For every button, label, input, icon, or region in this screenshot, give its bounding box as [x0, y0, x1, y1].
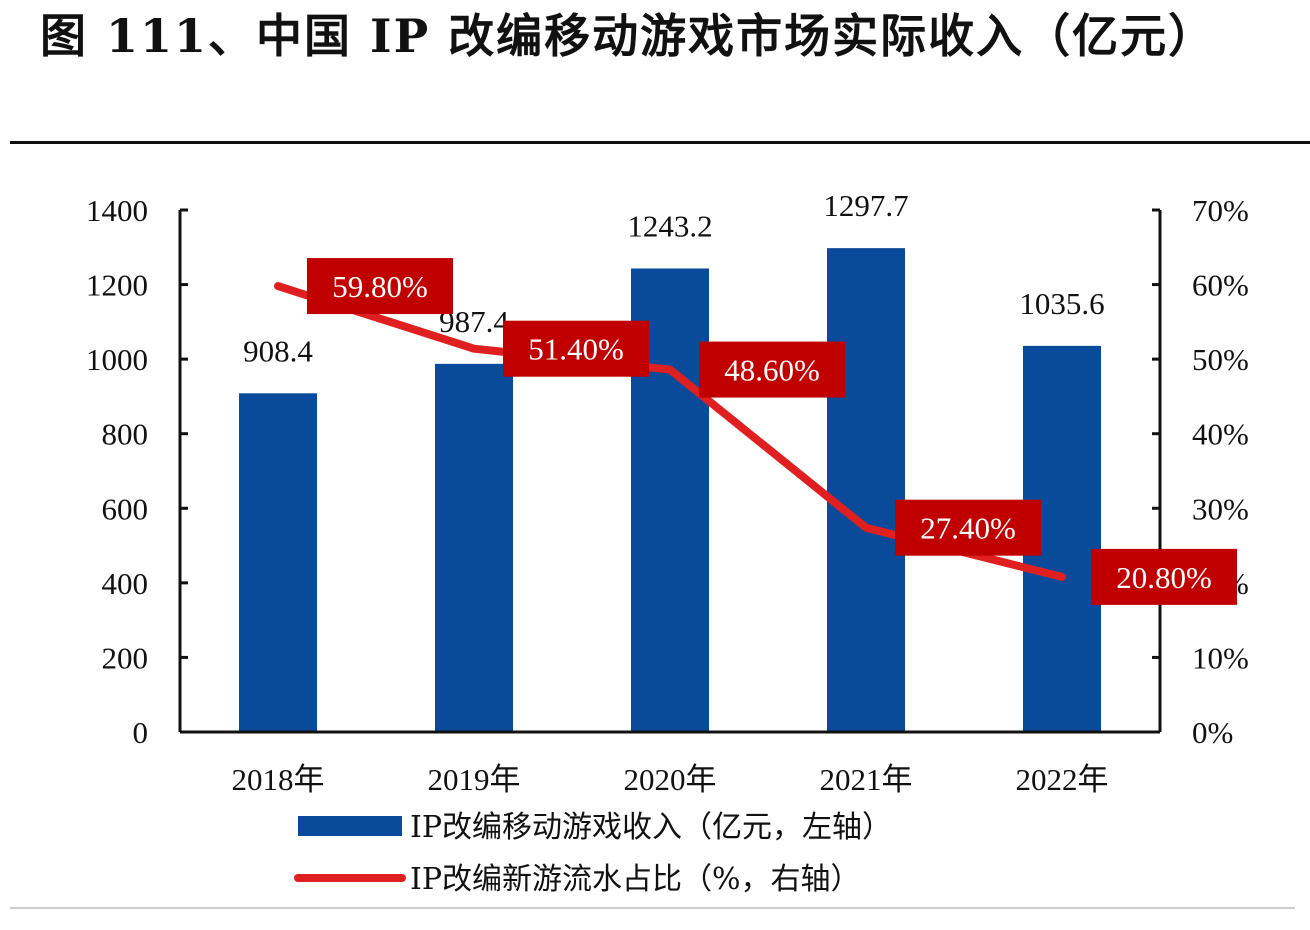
right-tick-label: 30% [1192, 491, 1249, 526]
figure-title: 图 111、中国 IP 改编移动游戏市场实际收入（亿元） [40, 9, 1217, 63]
x-tick-label: 2022年 [1016, 762, 1109, 797]
x-tick-label: 2021年 [820, 762, 913, 797]
percent-label-box [307, 258, 453, 315]
bar-2019年 [435, 363, 513, 732]
right-tick-label: 70% [1192, 193, 1249, 228]
percent-label: 48.60% [724, 353, 820, 388]
percent-label: 27.40% [920, 511, 1016, 546]
left-tick-label: 1200 [86, 268, 148, 303]
left-tick-label: 800 [102, 417, 149, 452]
percent-label-box [895, 499, 1041, 556]
left-tick-label: 1400 [86, 193, 148, 228]
left-tick-label: 1000 [86, 342, 148, 377]
left-tick-label: 0 [133, 715, 149, 750]
left-tick-label: 200 [102, 640, 149, 675]
left-tick-label: 400 [102, 566, 149, 601]
percent-label: 20.80% [1116, 560, 1212, 595]
bar-value-label: 1243.2 [627, 208, 712, 243]
percent-label-box [699, 341, 845, 398]
title-divider [10, 141, 1310, 144]
percent-label-box [1091, 548, 1237, 605]
bar-value-label: 1035.6 [1019, 286, 1104, 321]
right-tick-label: 50% [1192, 342, 1249, 377]
x-tick-label: 2020年 [624, 762, 717, 797]
left-tick-label: 600 [102, 491, 149, 526]
legend-line-label: IP改编新游流水占比（%，右轴） [410, 862, 861, 897]
percent-label: 59.80% [332, 269, 428, 304]
bar-value-label: 908.4 [243, 333, 313, 368]
right-tick-label: 10% [1192, 640, 1249, 675]
legend-bar-swatch [298, 816, 402, 836]
right-tick-label: 0% [1192, 715, 1233, 750]
bottom-divider [10, 907, 1295, 909]
bar-2021年 [827, 248, 905, 732]
right-tick-label: 40% [1192, 417, 1249, 452]
x-tick-label: 2018年 [232, 762, 325, 797]
bar-value-label: 1297.7 [823, 188, 908, 223]
right-tick-label: 60% [1192, 268, 1249, 303]
percent-label: 51.40% [528, 332, 624, 367]
bar-2018年 [239, 393, 317, 732]
x-tick-label: 2019年 [428, 762, 521, 797]
legend-bar-label: IP改编移动游戏收入（亿元，左轴） [410, 810, 892, 845]
percent-label-box [503, 320, 649, 377]
